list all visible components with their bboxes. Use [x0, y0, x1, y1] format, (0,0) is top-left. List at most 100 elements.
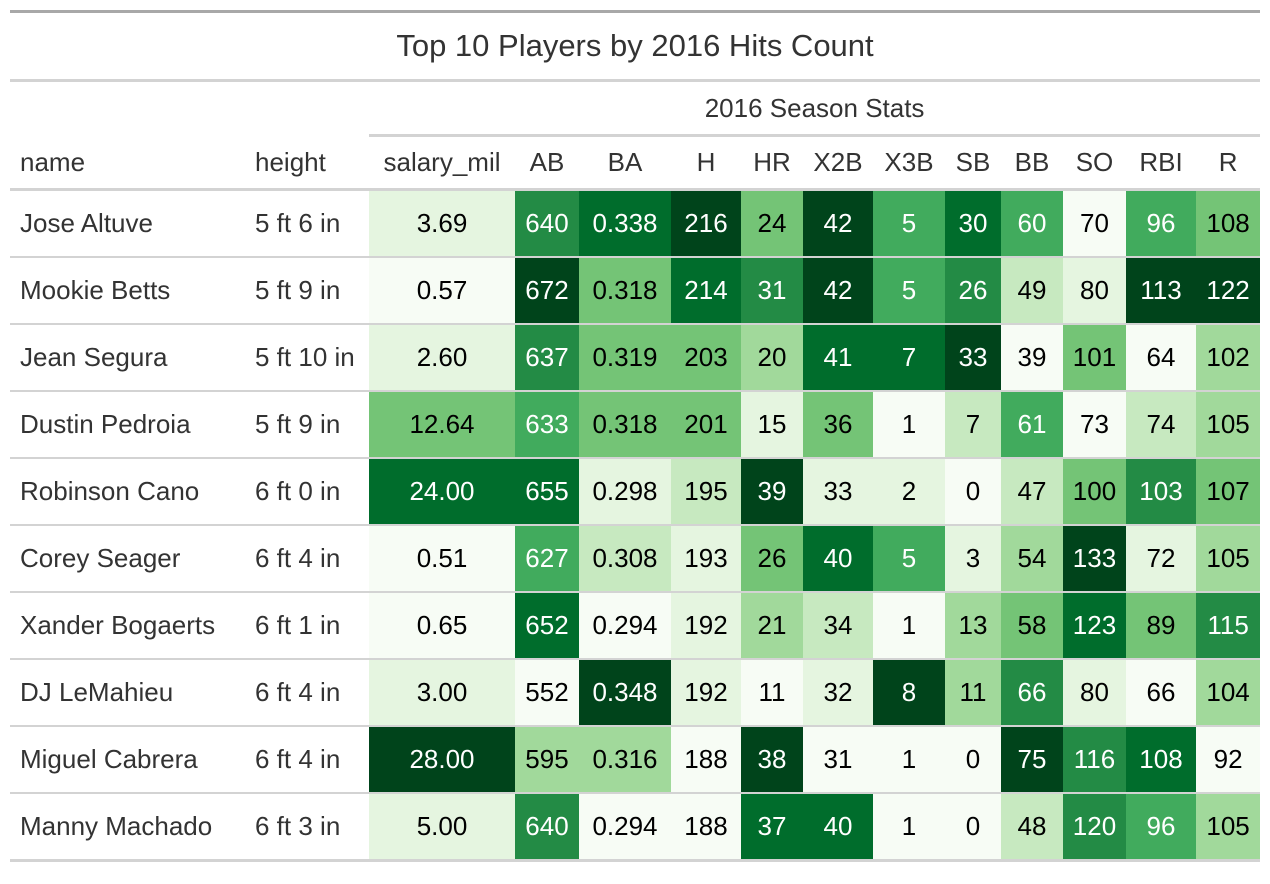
- stat-cell-r: 108: [1196, 189, 1261, 257]
- stat-cell-sb: 33: [945, 323, 1001, 391]
- spanner-cell: 2016 Season Stats: [369, 82, 1261, 137]
- stat-cell-x3b: 1: [873, 591, 945, 659]
- stat-cell-ab: 655: [515, 457, 579, 525]
- column-header-x2b: X2B: [803, 137, 873, 191]
- stat-cell-h: 203: [671, 323, 741, 391]
- table-title: Top 10 Players by 2016 Hits Count: [396, 28, 874, 63]
- stat-cell-ab: 637: [515, 323, 579, 391]
- stat-cell-so: 120: [1063, 792, 1126, 859]
- stat-cell-ba: 0.319: [579, 323, 671, 391]
- bottom-rule: [10, 859, 1260, 862]
- stat-cell-h: 195: [671, 457, 741, 525]
- stat-cell-h: 192: [671, 658, 741, 726]
- stat-cell-bb: 54: [1001, 524, 1063, 592]
- table-row: Jose Altuve 5 ft 6 in 3.69 640 0.338 216 24 42 5…: [10, 189, 1261, 257]
- stat-cell-hr: 24: [741, 189, 803, 257]
- column-header-sb: SB: [945, 137, 1001, 191]
- stat-cell-x3b: 5: [873, 189, 945, 257]
- stat-cell-ba: 0.294: [579, 792, 671, 859]
- spanner-row: 2016 Season Stats: [10, 82, 1261, 137]
- stat-cell-x2b: 40: [803, 524, 873, 592]
- stat-cell-ab: 652: [515, 591, 579, 659]
- stat-cell-x3b: 8: [873, 658, 945, 726]
- column-header-name: name: [10, 137, 245, 191]
- top-rule: [10, 10, 1260, 13]
- stat-cell-so: 133: [1063, 524, 1126, 592]
- stat-cell-x3b: 5: [873, 256, 945, 324]
- height-cell: 5 ft 10 in: [245, 323, 369, 391]
- player-name-cell: Jose Altuve: [20, 208, 153, 238]
- stat-cell-hr: 15: [741, 390, 803, 458]
- stat-cell-rbi: 113: [1126, 256, 1196, 324]
- stat-cell-r: 104: [1196, 658, 1261, 726]
- stat-cell-rbi: 74: [1126, 390, 1196, 458]
- height-cell: 6 ft 1 in: [245, 591, 369, 659]
- stat-cell-salary_mil: 0.57: [369, 256, 515, 324]
- height-cell: 5 ft 6 in: [255, 208, 341, 238]
- stat-cell-salary_mil: 5.00: [369, 792, 515, 859]
- stat-cell-h: 193: [671, 524, 741, 592]
- stat-cell-hr: 11: [741, 658, 803, 726]
- stat-cell-rbi: 96: [1126, 792, 1196, 859]
- stat-cell-h: 188: [671, 792, 741, 859]
- player-name-cell: Miguel Cabrera: [10, 725, 245, 793]
- player-name-cell: Xander Bogaerts: [10, 591, 245, 659]
- stat-cell-bb: 58: [1001, 591, 1063, 659]
- stat-cell-sb: 30: [945, 189, 1001, 257]
- stat-cell-x3b: 7: [873, 323, 945, 391]
- stat-cell-so: 80: [1063, 256, 1126, 324]
- stat-cell-x2b: 33: [803, 457, 873, 525]
- stat-cell-bb: 75: [1001, 725, 1063, 793]
- stat-cell-rbi: 96: [1126, 189, 1196, 257]
- stat-cell-x2b: 31: [803, 725, 873, 793]
- column-header-bb: BB: [1001, 137, 1063, 191]
- stat-cell-bb: 61: [1001, 390, 1063, 458]
- stat-cell-ba: 0.318: [579, 390, 671, 458]
- stat-cell-bb: 48: [1001, 792, 1063, 859]
- stat-cell-r: 107: [1196, 457, 1261, 525]
- spanner-blank: [10, 82, 369, 137]
- player-name-cell: Robinson Cano: [10, 457, 245, 525]
- column-header-ab: AB: [515, 137, 579, 191]
- stat-cell-x2b: 36: [803, 390, 873, 458]
- player-name-cell: Mookie Betts: [10, 256, 245, 324]
- stat-cell-ab: 640: [515, 189, 579, 257]
- player-name-cell: Corey Seager: [10, 524, 245, 592]
- stat-cell-sb: 13: [945, 591, 1001, 659]
- stat-cell-hr: 38: [741, 725, 803, 793]
- height-cell: 6 ft 0 in: [245, 457, 369, 525]
- stat-cell-so: 116: [1063, 725, 1126, 793]
- column-header-h: H: [671, 137, 741, 191]
- table-row: Robinson Cano 6 ft 0 in 24.00 655 0.298 195 39…: [10, 457, 1261, 525]
- stat-cell-bb: 39: [1001, 323, 1063, 391]
- stat-cell-ba: 0.338: [579, 189, 671, 257]
- stat-cell-sb: 0: [945, 725, 1001, 793]
- table-row: Xander Bogaerts 6 ft 1 in 0.65 652 0.294 192 2…: [10, 591, 1261, 659]
- stat-cell-ba: 0.316: [579, 725, 671, 793]
- stat-cell-hr: 21: [741, 591, 803, 659]
- stat-cell-sb: 7: [945, 390, 1001, 458]
- table-row: Miguel Cabrera 6 ft 4 in 28.00 595 0.316 188 3…: [10, 725, 1261, 793]
- stat-cell-sb: 0: [945, 457, 1001, 525]
- stat-cell-bb: 47: [1001, 457, 1063, 525]
- stat-cell-ba: 0.318: [579, 256, 671, 324]
- stat-cell-ba: 0.298: [579, 457, 671, 525]
- stat-cell-ba: 0.294: [579, 591, 671, 659]
- stat-cell-salary_mil: 3.00: [369, 658, 515, 726]
- table-row: DJ LeMahieu 6 ft 4 in 3.00 552 0.348 192 11 32 8…: [10, 658, 1261, 726]
- column-header-row: name height salary_mil AB BA H HR X2B X3B SB BB SO R…: [10, 137, 1261, 191]
- stat-cell-bb: 60: [1001, 189, 1063, 257]
- column-header-so: SO: [1063, 137, 1126, 191]
- stat-cell-sb: 11: [945, 658, 1001, 726]
- stat-cell-r: 122: [1196, 256, 1261, 324]
- column-header-hr: HR: [741, 137, 803, 191]
- stat-cell-rbi: 72: [1126, 524, 1196, 592]
- stat-cell-ab: 640: [515, 792, 579, 859]
- stat-cell-ab: 672: [515, 256, 579, 324]
- height-cell: 5 ft 9 in: [245, 390, 369, 458]
- stat-cell-salary_mil: 3.69: [369, 189, 515, 257]
- stat-cell-rbi: 103: [1126, 457, 1196, 525]
- stat-cell-so: 100: [1063, 457, 1126, 525]
- stat-cell-rbi: 64: [1126, 323, 1196, 391]
- stat-cell-x2b: 40: [803, 792, 873, 859]
